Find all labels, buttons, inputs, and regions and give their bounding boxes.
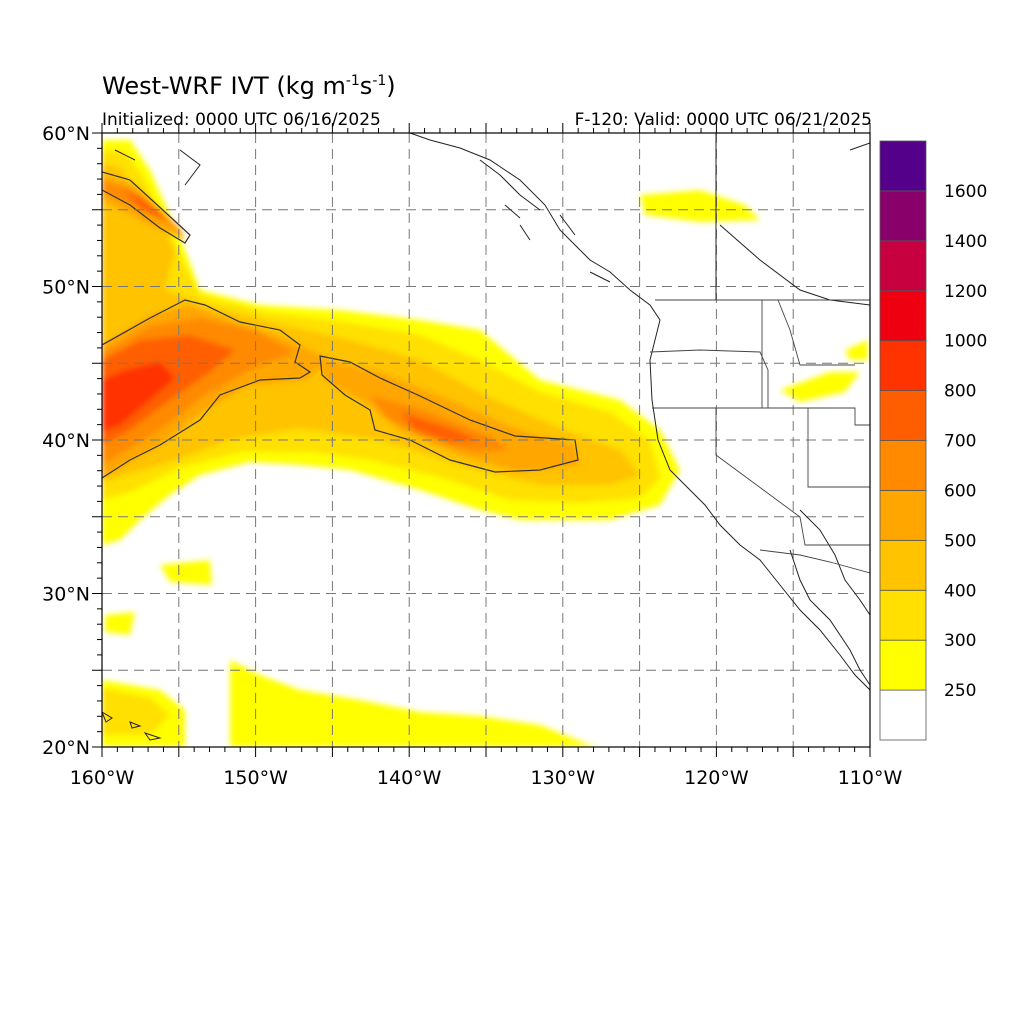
colorbar-swatch bbox=[879, 689, 927, 741]
ivt-band-700 bbox=[400, 412, 480, 442]
border-id-mt bbox=[761, 299, 855, 408]
lon-tick-label: 160°W bbox=[70, 767, 135, 789]
lat-tick-label: 40°N bbox=[42, 430, 90, 452]
ivt-band-250 bbox=[160, 560, 212, 585]
border-wa-or bbox=[649, 349, 769, 408]
contour-line-north-pacific bbox=[102, 299, 312, 479]
coastlines bbox=[102, 133, 870, 741]
colorbar-label: 1400 bbox=[944, 232, 987, 252]
coastline-ne-corner bbox=[849, 142, 870, 151]
coastline-gulf-california bbox=[799, 509, 870, 616]
valid-label: F-120: Valid: 0000 UTC 06/21/2025 bbox=[574, 110, 872, 130]
border-nv-ut bbox=[807, 408, 870, 488]
colorbar-label: 300 bbox=[944, 631, 976, 651]
ivt-band-500 bbox=[320, 358, 580, 472]
lon-tick-label: 130°W bbox=[531, 767, 596, 789]
border-ca-nv bbox=[715, 408, 801, 518]
ivt-band-250 bbox=[230, 660, 600, 747]
colorbar-swatch bbox=[879, 140, 927, 192]
ivt-band-250 bbox=[640, 190, 760, 222]
border-az bbox=[799, 516, 870, 546]
lat-tick-label: 20°N bbox=[42, 737, 90, 759]
coastline-bc-interior bbox=[715, 133, 870, 306]
colorbar: 250 300 400 500 600 700 800 1000 1200 1400 1600 bbox=[879, 140, 987, 741]
title-close: ) bbox=[386, 72, 396, 100]
border-or-ca bbox=[652, 407, 870, 426]
colorbar-swatch bbox=[879, 190, 927, 242]
coastline-hawaii bbox=[102, 711, 162, 741]
map-title: West-WRF IVT (kg m-1s-1) bbox=[102, 72, 396, 100]
colorbar-swatch bbox=[879, 440, 927, 491]
title-exp1: -1 bbox=[345, 73, 360, 89]
ivt-band-300 bbox=[102, 688, 170, 735]
colorbar-swatch bbox=[879, 390, 927, 441]
ivt-band-250 bbox=[845, 340, 868, 360]
colorbar-swatch bbox=[879, 539, 927, 591]
ivt-band-250 bbox=[105, 612, 135, 635]
colorbar-swatch bbox=[879, 490, 927, 541]
ivt-shading bbox=[102, 133, 870, 747]
ivt-band-400 bbox=[102, 163, 640, 485]
lon-tick-label: 120°W bbox=[684, 767, 749, 789]
colorbar-label: 600 bbox=[944, 481, 976, 501]
colorbar-label: 1200 bbox=[944, 282, 987, 302]
border-us-mexico bbox=[759, 549, 870, 574]
ivt-band-250 bbox=[780, 372, 860, 402]
lat-tick-label: 60°N bbox=[42, 123, 90, 145]
colorbar-swatch bbox=[879, 589, 927, 641]
graticule bbox=[102, 133, 870, 747]
lon-tick-label: 140°W bbox=[377, 767, 442, 789]
state-boundaries bbox=[649, 299, 870, 574]
colorbar-label: 400 bbox=[944, 581, 976, 601]
title-text: West-WRF IVT (kg m bbox=[102, 72, 346, 100]
colorbar-label: 500 bbox=[944, 531, 976, 551]
lon-tick-label: 150°W bbox=[223, 767, 288, 789]
ivt-band-700 bbox=[120, 185, 170, 222]
colorbar-swatch bbox=[879, 340, 927, 391]
lat-tick-label: 30°N bbox=[42, 584, 90, 606]
longitude-axis: 160°W 150°W 140°W 130°W 120°W 110°W bbox=[70, 123, 903, 789]
colorbar-label: 1000 bbox=[944, 332, 987, 352]
colorbar-swatch bbox=[879, 639, 927, 691]
ivt-band-600 bbox=[370, 395, 510, 452]
colorbar-label: 250 bbox=[944, 681, 976, 701]
colorbar-label: 800 bbox=[944, 382, 976, 402]
coastline-islands bbox=[479, 159, 611, 283]
colorbar-label: 700 bbox=[944, 432, 976, 452]
coastline-baja bbox=[789, 549, 870, 686]
initialized-label: Initialized: 0000 UTC 06/16/2025 bbox=[102, 110, 381, 130]
contour-line-gulf-alaska bbox=[102, 171, 191, 244]
contour-line-main-ar bbox=[319, 355, 579, 473]
ivt-contour-lines bbox=[102, 171, 579, 479]
coastline-alaska-canada bbox=[409, 133, 870, 691]
ivt-band-700 bbox=[102, 335, 235, 445]
lon-tick-label: 110°W bbox=[838, 767, 903, 789]
colorbar-swatch bbox=[879, 240, 927, 292]
latitude-axis: 60°N 50°N 40°N 30°N 20°N bbox=[42, 123, 102, 759]
coastline-alaska-west bbox=[114, 149, 201, 186]
lat-tick-label: 50°N bbox=[42, 277, 90, 299]
colorbar-swatch bbox=[879, 290, 927, 342]
title-exp2: -1 bbox=[372, 73, 387, 89]
colorbar-label: 1600 bbox=[944, 182, 987, 202]
title-mid: s bbox=[359, 72, 373, 100]
ivt-band-800 bbox=[102, 362, 175, 432]
